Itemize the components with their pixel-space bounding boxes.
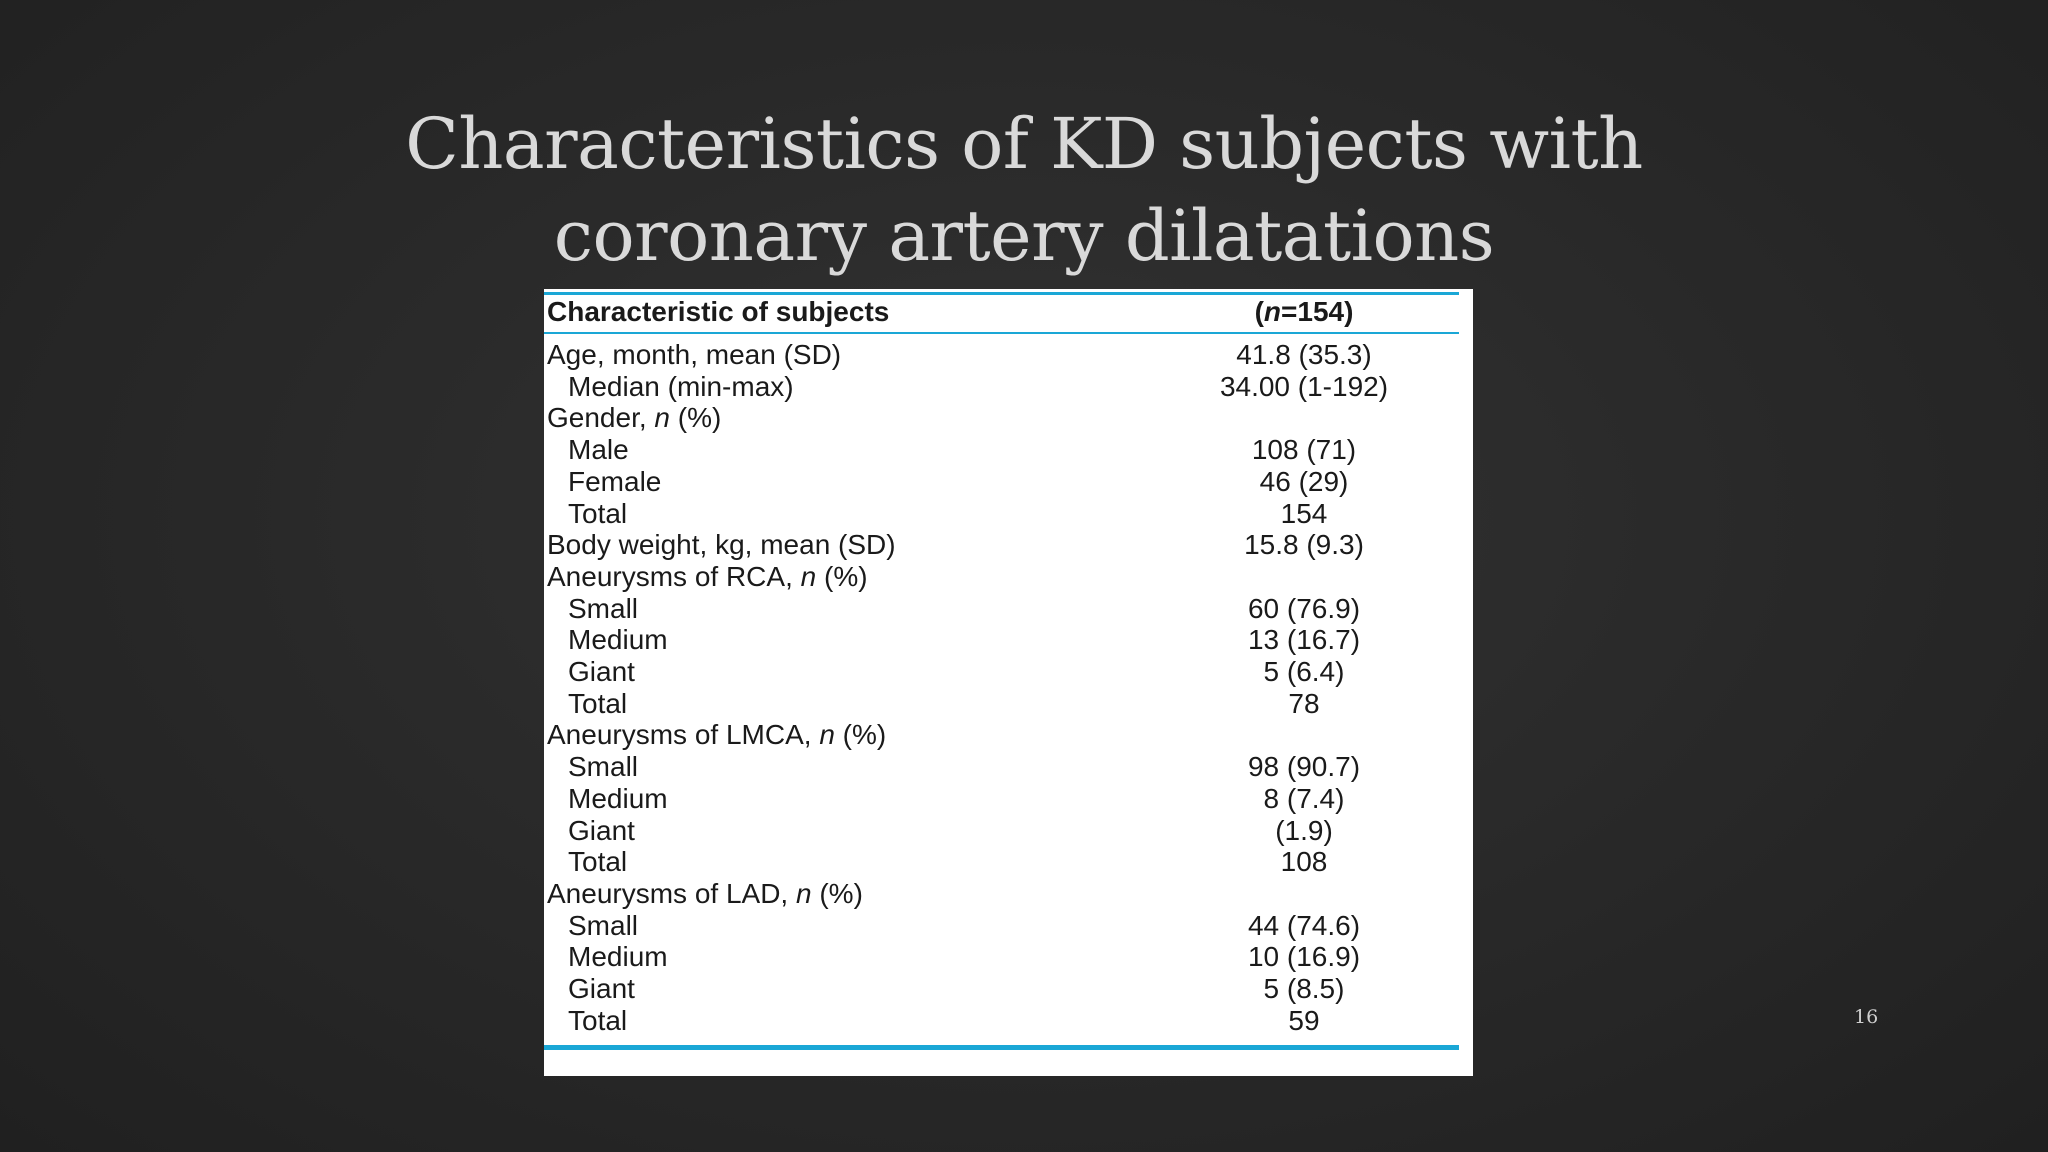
row-label-main: Gender, bbox=[547, 402, 655, 434]
row-value: 108 bbox=[1280, 846, 1328, 878]
table-row: Small 44 (74.6) bbox=[544, 910, 1459, 942]
row-label-italic: n bbox=[819, 719, 835, 751]
table-row: Small 98 (90.7) bbox=[544, 751, 1459, 783]
header-value-italic: n bbox=[1263, 296, 1282, 327]
table-row: Medium 10 (16.9) bbox=[544, 941, 1459, 973]
row-value: 5 (6.4) bbox=[1263, 656, 1345, 687]
table-row: Total 59 bbox=[544, 1005, 1459, 1037]
row-label: Small bbox=[568, 751, 639, 783]
row-value: 10 (16.9) bbox=[1247, 941, 1361, 973]
table-row: Body weight, kg, mean (SD) 15.8 (9.3) bbox=[544, 529, 1459, 561]
table-row: Aneurysms of LAD, n (%) bbox=[544, 878, 1459, 910]
row-label: Medium bbox=[568, 941, 668, 973]
row-label: Age, month, mean (SD) bbox=[547, 339, 842, 370]
table-row: Medium 13 (16.7) bbox=[544, 624, 1459, 656]
table-row: Aneurysms of RCA, n (%) bbox=[544, 561, 1459, 593]
table-row: Total 108 bbox=[544, 846, 1459, 878]
row-value: 41.8 (35.3) bbox=[1236, 339, 1372, 370]
table-row: Giant 5 (6.4) bbox=[544, 656, 1459, 688]
table-row: Small 60 (76.9) bbox=[544, 593, 1459, 625]
row-value: 15.8 (9.3) bbox=[1244, 529, 1364, 561]
row-label: Total bbox=[568, 1004, 628, 1036]
row-label: Medium bbox=[568, 624, 668, 656]
table-row: Total 78 bbox=[544, 688, 1459, 720]
row-label-italic: n bbox=[795, 877, 812, 909]
row-label-italic: n bbox=[654, 402, 670, 434]
row-value: 46 (29) bbox=[1259, 465, 1349, 497]
row-value: 98 (90.7) bbox=[1247, 751, 1361, 783]
row-label-tail: (%) bbox=[811, 877, 863, 909]
table-row: Giant 5 (8.5) bbox=[544, 973, 1459, 1005]
row-label-tail: (%) bbox=[669, 402, 722, 434]
row-label: Small bbox=[568, 909, 639, 941]
table-row: Female 46 (29) bbox=[544, 466, 1459, 498]
header-label: Characteristic of subjects bbox=[547, 296, 890, 327]
characteristics-table: Characteristic of subjects (n=154) Age, … bbox=[544, 289, 1473, 1076]
row-label: Giant bbox=[568, 656, 635, 687]
row-label: Small bbox=[568, 592, 639, 624]
row-label: Medium bbox=[568, 782, 668, 814]
table-row: Male 108 (71) bbox=[544, 434, 1459, 466]
row-label: Body weight, kg, mean (SD) bbox=[547, 529, 896, 561]
row-value: 44 (74.6) bbox=[1247, 909, 1361, 941]
table-row: Aneurysms of LMCA, n (%) bbox=[544, 719, 1459, 751]
row-value: 8 (7.4) bbox=[1263, 782, 1345, 814]
row-value: 108 (71) bbox=[1251, 434, 1357, 466]
table-row: Age, month, mean (SD) 41.8 (35.3) bbox=[544, 339, 1459, 371]
slide-title: Characteristics of KD subjects with coro… bbox=[0, 98, 2048, 282]
table-row: Medium 8 (7.4) bbox=[544, 783, 1459, 815]
slide-title-line-1: Characteristics of KD subjects with bbox=[405, 103, 1643, 185]
table-row: Gender, n (%) bbox=[544, 402, 1459, 434]
row-value: 34.00 (1-192) bbox=[1219, 370, 1389, 402]
row-value: 13 (16.7) bbox=[1247, 624, 1361, 656]
header-value: (n=154) bbox=[1179, 296, 1429, 328]
row-label: Total bbox=[568, 846, 628, 878]
slide-title-line-2: coronary artery dilatations bbox=[553, 195, 1495, 277]
row-label: Giant bbox=[568, 973, 635, 1004]
row-label: Male bbox=[568, 434, 629, 466]
row-value: 154 bbox=[1280, 497, 1328, 529]
table-row: Giant (1.9) bbox=[544, 815, 1459, 847]
table-header-row: Characteristic of subjects (n=154) bbox=[544, 296, 1459, 328]
row-label: Total bbox=[568, 497, 628, 529]
table-header-rule bbox=[544, 332, 1459, 334]
row-label: Aneurysms of RCA, n (%) bbox=[547, 561, 868, 593]
row-label-italic: n bbox=[800, 560, 817, 592]
row-value: (1.9) bbox=[1275, 814, 1333, 846]
header-value-suffix: =154) bbox=[1281, 296, 1354, 327]
row-label: Female bbox=[568, 465, 662, 497]
row-label-main: Aneurysms of RCA, bbox=[547, 560, 801, 592]
row-label-tail: (%) bbox=[834, 719, 887, 751]
table-row: Total 154 bbox=[544, 498, 1459, 530]
page-number: 16 bbox=[1854, 1006, 1879, 1028]
row-value: 60 (76.9) bbox=[1247, 592, 1361, 624]
row-label-main: Aneurysms of LMCA, bbox=[547, 719, 820, 751]
row-value: 5 (8.5) bbox=[1263, 973, 1345, 1004]
row-label: Gender, n (%) bbox=[547, 402, 721, 434]
row-label: Aneurysms of LMCA, n (%) bbox=[547, 719, 886, 751]
row-label-tail: (%) bbox=[816, 560, 868, 592]
row-value: 59 bbox=[1288, 1004, 1320, 1036]
table-row: Median (min-max) 34.00 (1-192) bbox=[544, 371, 1459, 403]
row-label: Giant bbox=[568, 814, 635, 846]
table-bottom-rule bbox=[544, 1045, 1459, 1050]
header-value-prefix: ( bbox=[1254, 296, 1264, 327]
table-top-rule bbox=[544, 292, 1459, 295]
row-label: Aneurysms of LAD, n (%) bbox=[547, 878, 863, 910]
row-value: 78 bbox=[1288, 687, 1320, 719]
row-label: Total bbox=[568, 687, 628, 719]
row-label-main: Aneurysms of LAD, bbox=[547, 877, 796, 909]
row-label: Median (min-max) bbox=[568, 370, 794, 402]
